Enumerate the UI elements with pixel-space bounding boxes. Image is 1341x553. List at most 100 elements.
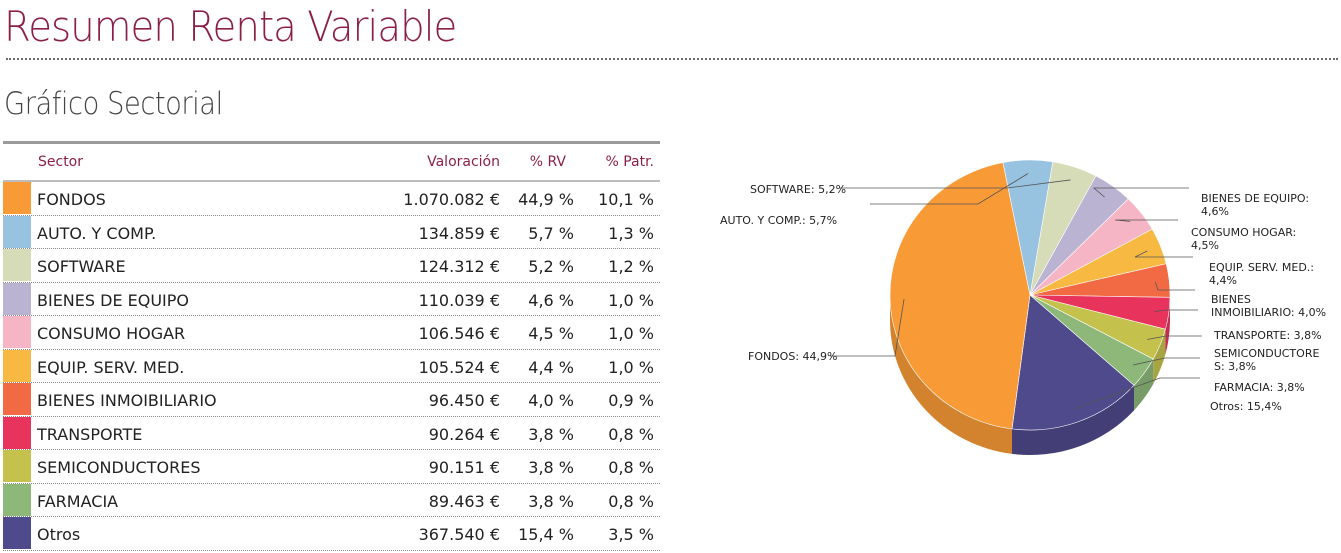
color-swatch: [3, 349, 31, 382]
cell-sector: AUTO. Y COMP.: [37, 223, 157, 243]
color-swatch: [3, 249, 31, 281]
table-row: TRANSPORTE 90.264 € 3,8 % 0,8 %: [3, 416, 660, 450]
cell-sector: CONSUMO HOGAR: [37, 324, 186, 343]
sector-table: Sector Valoración % RV % Patr. FONDOS 1.0…: [3, 141, 660, 551]
color-swatch: [3, 316, 31, 348]
cell-patr: 1,0 %: [608, 324, 654, 343]
cell-sector: SEMICONDUCTORES: [37, 458, 201, 477]
cell-patr: 1,0 %: [608, 290, 654, 310]
cell-valoracion: 89.463 €: [428, 491, 500, 511]
color-swatch: [3, 182, 31, 214]
pie-label-software: SOFTWARE: 5,2%: [750, 183, 846, 196]
cell-sector: Otros: [37, 525, 81, 544]
cell-rv: 4,0 %: [528, 391, 574, 410]
pie-label-farmacia: FARMACIA: 3,8%: [1214, 381, 1305, 394]
pie-side-fondos: [890, 295, 1013, 454]
cell-rv: 5,7 %: [528, 223, 574, 243]
pie-label-semiconductores: SEMICONDUCTORE S: 3,8%: [1214, 347, 1319, 373]
cell-rv: 5,2 %: [528, 257, 574, 276]
pie-side-semiconductores: [1153, 329, 1166, 385]
cell-patr: 3,5 %: [608, 525, 654, 544]
cell-sector: BIENES DE EQUIPO: [37, 290, 190, 310]
color-swatch: [3, 483, 31, 516]
table-row: SOFTWARE 124.312 € 5,2 % 1,2 %: [3, 249, 660, 283]
cell-rv: 15,4 %: [518, 525, 574, 544]
color-swatch: [3, 416, 31, 449]
cell-rv: 3,8 %: [528, 491, 574, 511]
pie-label-auto-y-comp-: AUTO. Y COMP.: 5,7%: [720, 214, 837, 227]
pie-label-bienes-inmoibiliario: BIENES INMOIBILIARIO: 4,0%: [1211, 293, 1326, 319]
table-body: FONDOS 1.070.082 € 44,9 % 10,1 % AUTO. Y COM…: [3, 182, 660, 551]
cell-patr: 0,8 %: [608, 458, 654, 477]
color-swatch: [3, 383, 31, 415]
cell-sector: BIENES INMOIBILIARIO: [37, 391, 217, 410]
cell-valoracion: 124.312 €: [418, 257, 500, 276]
cell-rv: 4,4 %: [528, 357, 574, 377]
table-top-rule: [3, 141, 660, 144]
table-row: BIENES DE EQUIPO 110.039 € 4,6 % 1,0 %: [3, 282, 660, 316]
leader-line-otros: [1073, 377, 1200, 410]
leader-line-semiconductores: [1147, 335, 1202, 340]
leader-line-farmacia: [1132, 357, 1200, 366]
title-divider: [6, 58, 1338, 60]
table-row: AUTO. Y COMP. 134.859 € 5,7 % 1,3 %: [3, 215, 660, 249]
cell-sector: FARMACIA: [37, 491, 119, 511]
cell-valoracion: 106.546 €: [418, 324, 500, 343]
pie-slice-otros: [1011, 294, 1135, 431]
cell-valoracion: 96.450 €: [428, 391, 500, 410]
section-subtitle: Gráfico Sectorial: [4, 86, 223, 122]
pie-slice-auto-y-comp-: [1002, 160, 1054, 296]
pie-label-equip-serv-med-: EQUIP. SERV. MED.: 4,4%: [1209, 261, 1314, 287]
cell-valoracion: 90.264 €: [428, 424, 500, 444]
table-row: BIENES INMOIBILIARIO 96.450 € 4,0 % 0,9 %: [3, 383, 660, 417]
table-row: CONSUMO HOGAR 106.546 € 4,5 % 1,0 %: [3, 316, 660, 350]
cell-patr: 1,2 %: [608, 257, 654, 276]
cell-sector: FONDOS: [37, 190, 106, 209]
cell-rv: 3,8 %: [528, 458, 574, 477]
cell-rv: 4,6 %: [528, 290, 574, 310]
leader-line-auto-y-comp-: [870, 173, 1029, 205]
cell-rv: 4,5 %: [528, 324, 574, 343]
table-row: FARMACIA 89.463 € 3,8 % 0,8 %: [3, 483, 660, 517]
cell-patr: 0,8 %: [608, 424, 654, 444]
header-rv: % RV: [529, 154, 566, 170]
cell-rv: 44,9 %: [518, 190, 574, 209]
cell-rv: 3,8 %: [528, 424, 574, 444]
cell-valoracion: 367.540 €: [418, 525, 500, 544]
cell-valoracion: 90.151 €: [428, 458, 500, 477]
pie-label-transporte: TRANSPORTE: 3,8%: [1213, 329, 1322, 342]
header-valoracion: Valoración: [427, 154, 500, 170]
pie-label-consumo-hogar: CONSUMO HOGAR: 4,5%: [1191, 226, 1296, 252]
cell-sector: SOFTWARE: [37, 257, 126, 276]
table-row: Otros 367.540 € 15,4 % 3,5 %: [3, 517, 660, 551]
sector-pie-chart: SOFTWARE: 5,2% BIENES DE EQUIPO: 4,6% CONSU…: [720, 160, 1326, 455]
leader-line-software: [840, 179, 1071, 189]
pie-label-bienes-de-equipo: BIENES DE EQUIPO: 4,6%: [1201, 192, 1309, 218]
page-title: Resumen Renta Variable: [4, 2, 457, 51]
pie-slice-fondos: [889, 162, 1031, 430]
cell-valoracion: 134.859 €: [418, 223, 500, 243]
pie-side: [890, 295, 1170, 455]
cell-valoracion: 105.524 €: [418, 357, 500, 377]
table-header: Sector Valoración % RV % Patr.: [3, 144, 660, 182]
cell-patr: 1,0 %: [608, 357, 654, 377]
pie-label-fondos: FONDOS: 44,9%: [748, 350, 837, 363]
color-swatch: [3, 215, 31, 248]
color-swatch: [3, 282, 31, 315]
cell-sector: TRANSPORTE: [37, 424, 143, 444]
pie-side-otros: [1012, 385, 1135, 455]
cell-patr: 10,1 %: [598, 190, 654, 209]
color-swatch: [3, 517, 31, 549]
cell-valoracion: 1.070.082 €: [403, 190, 500, 209]
leader-line-equip-serv-med-: [1134, 250, 1193, 258]
pie-label-otros: Otros: 15,4%: [1210, 400, 1282, 413]
cell-sector: EQUIP. SERV. MED.: [37, 357, 185, 377]
cell-patr: 0,9 %: [608, 391, 654, 410]
pie-side-farmacia: [1134, 359, 1154, 411]
header-patr: % Patr.: [605, 154, 654, 170]
leader-line-consumo-hogar: [1114, 219, 1178, 222]
color-swatch: [3, 450, 31, 482]
cell-patr: 1,3 %: [608, 223, 654, 243]
leader-line-bienes-de-equipo: [1092, 187, 1189, 198]
table-row: EQUIP. SERV. MED. 105.524 € 4,4 % 1,0 %: [3, 349, 660, 383]
